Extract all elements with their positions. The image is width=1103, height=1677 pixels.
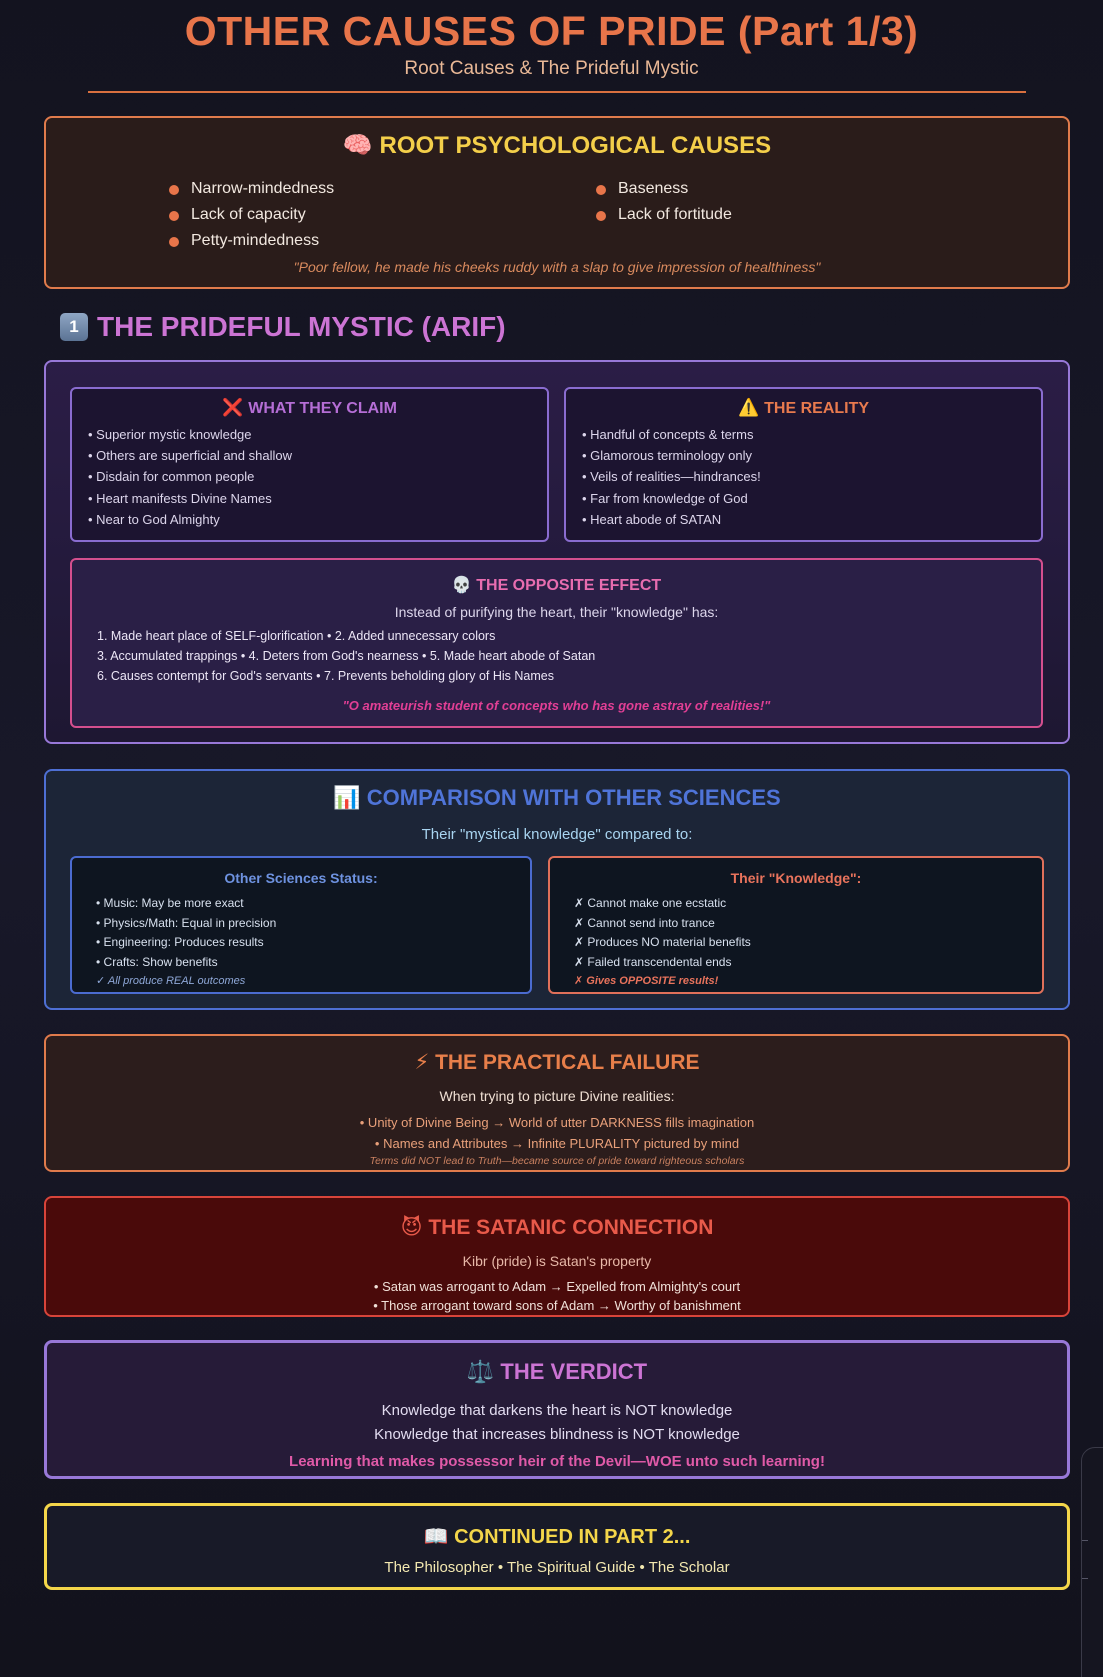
root-causes-title: 🧠 ROOT PSYCHOLOGICAL CAUSES (46, 131, 1068, 160)
list-item: • Disdain for common people (88, 469, 255, 485)
verdict-title: ⚖️ THE VERDICT (466, 1359, 648, 1384)
cross-mark-icon: ❌ (222, 398, 244, 417)
satanic-connection-subtitle: Kibr (pride) is Satan's property (462, 1253, 652, 1269)
scroll-tick (1082, 1540, 1088, 1541)
verdict-panel: ⚖️ THE VERDICT Knowledge that darkens th… (44, 1340, 1070, 1479)
list-item: 1. Made heart place of SELF-glorificatio… (97, 629, 496, 643)
root-causes-quote: "Poor fellow, he made his cheeks ruddy w… (293, 259, 821, 275)
what-they-claim-title: ❌ WHAT THEY CLAIM (222, 398, 397, 417)
list-item: • Heart abode of SATAN (582, 511, 722, 527)
number-one-icon: 1 (60, 313, 88, 341)
scrollbar[interactable] (1081, 1447, 1103, 1677)
their-knowledge-title: Their "Knowledge": (730, 870, 862, 886)
comparison-panel: 📊 COMPARISON WITH OTHER SCIENCES Their "… (44, 769, 1070, 1010)
brain-icon: 🧠 (342, 132, 373, 159)
practical-failure-title: ⚡ THE PRACTICAL FAILURE (414, 1051, 700, 1074)
satanic-connection-panel: 😈 THE SATANIC CONNECTION Kibr (pride) is… (44, 1196, 1070, 1317)
list-item: Narrow-mindedness (169, 180, 334, 206)
page-subtitle: Root Causes & The Prideful Mystic (404, 58, 699, 79)
other-sciences-list: • Music: May be more exact • Physics/Mat… (96, 896, 276, 994)
continued-title: 📖 CONTINUED IN PART 2... (423, 1526, 691, 1548)
comparison-subtitle: Their "mystical knowledge" compared to: (421, 826, 693, 843)
claim-list: • Superior mystic knowledge • Others are… (88, 427, 292, 533)
bullet-dot-icon (596, 211, 606, 221)
list-item: 3. Accumulated trappings • 4. Deters fro… (97, 649, 596, 663)
verdict-line: Knowledge that darkens the heart is NOT … (381, 1402, 733, 1419)
list-item: • Superior mystic knowledge (88, 427, 252, 442)
list-item: ✗ Cannot make one ecstatic (574, 896, 727, 910)
list-item: • Music: May be more exact (96, 896, 244, 910)
prideful-mystic-heading: 1 THE PRIDEFUL MYSTIC (ARIF) (60, 309, 506, 345)
scroll-tick (1082, 1578, 1088, 1579)
verdict-conclusion: Learning that makes possessor heir of th… (289, 1453, 825, 1470)
list-item: • Far from knowledge of God (582, 490, 748, 506)
reality-list: • Handful of concepts & terms • Glamorou… (582, 427, 761, 533)
list-item: • Engineering: Produces results (96, 935, 264, 950)
continued-panel: 📖 CONTINUED IN PART 2... The Philosopher… (44, 1503, 1070, 1590)
page-title: OTHER CAUSES OF PRIDE (Part 1/3) (184, 8, 919, 54)
list-item: • Near to God Almighty (88, 511, 220, 527)
list-item: • Handful of concepts & terms (582, 427, 754, 442)
prideful-mystic-panel: ❌ WHAT THEY CLAIM • Superior mystic knowl… (44, 360, 1070, 744)
their-knowledge-list: ✗ Cannot make one ecstatic ✗ Cannot send… (574, 896, 751, 994)
practical-failure-subtitle: When trying to picture Divine realities: (439, 1088, 675, 1104)
what-they-claim-card: ❌ WHAT THEY CLAIM • Superior mystic knowl… (70, 387, 549, 542)
their-knowledge-card: Their "Knowledge": ✗ Cannot make one ecs… (548, 856, 1044, 994)
bullet-dot-icon (169, 211, 179, 221)
open-book-icon: 📖 (423, 1526, 449, 1548)
root-causes-title-text: ROOT PSYCHOLOGICAL CAUSES (379, 132, 772, 159)
list-item: • Satan was arrogant to Adam → Expelled … (373, 1279, 741, 1294)
list-item: ✗ Cannot send into trance (574, 915, 715, 930)
continued-subtitle: The Philosopher • The Spiritual Guide • … (384, 1559, 730, 1576)
bullet-dot-icon (169, 237, 179, 247)
list-item: Petty-mindedness (169, 232, 334, 258)
root-causes-panel: 🧠 ROOT PSYCHOLOGICAL CAUSES Narrow-minde… (44, 116, 1070, 289)
opposite-effect-quote: "O amateurish student of concepts who ha… (342, 698, 771, 713)
list-item: Lack of fortitude (596, 206, 732, 232)
lightning-icon: ⚡ (414, 1051, 430, 1074)
list-item: • Those arrogant toward sons of Adam → W… (373, 1298, 741, 1313)
root-causes-column-1: Narrow-mindedness Lack of capacity Petty… (169, 180, 334, 258)
practical-failure-footer: Terms did NOT lead to Truth—became sourc… (369, 1155, 745, 1167)
comparison-title: 📊 COMPARISON WITH OTHER SCIENCES (333, 785, 781, 810)
other-sciences-footer: ✓ All produce REAL outcomes (96, 975, 246, 988)
header-divider (88, 91, 1026, 93)
list-item: 6. Causes contempt for God's servants • … (97, 669, 554, 683)
skull-icon: 💀 (451, 577, 472, 594)
devil-face-icon: 😈 (400, 1216, 423, 1239)
list-item: ✗ Failed transcendental ends (574, 954, 732, 969)
list-item: • Unity of Divine Being → World of utter… (359, 1115, 755, 1130)
list-item: • Physics/Math: Equal in precision (96, 915, 277, 930)
opposite-effect-list: 1. Made heart place of SELF-glorificatio… (97, 629, 595, 689)
other-sciences-card: Other Sciences Status: • Music: May be m… (70, 856, 532, 994)
list-item: • Names and Attributes → Infinite PLURAL… (374, 1136, 740, 1151)
other-sciences-title: Other Sciences Status: (224, 870, 378, 886)
scales-icon: ⚖️ (466, 1359, 495, 1384)
bullet-dot-icon (596, 185, 606, 195)
practical-failure-panel: ⚡ THE PRACTICAL FAILURE When trying to p… (44, 1034, 1070, 1172)
list-item: • Heart manifests Divine Names (88, 490, 272, 506)
list-item: ✗ Produces NO material benefits (574, 935, 751, 950)
list-item: • Glamorous terminology only (582, 448, 753, 464)
root-causes-column-2: Baseness Lack of fortitude (596, 180, 732, 232)
warning-icon: ⚠️ (737, 398, 760, 417)
satanic-connection-title: 😈 THE SATANIC CONNECTION (400, 1216, 714, 1239)
opposite-effect-title: 💀 THE OPPOSITE EFFECT (451, 577, 662, 594)
bullet-dot-icon (169, 185, 179, 195)
the-reality-card: ⚠️ THE REALITY • Handful of concepts & te… (564, 387, 1043, 542)
list-item: Lack of capacity (169, 206, 334, 232)
prideful-mystic-heading-text: THE PRIDEFUL MYSTIC (ARIF) (97, 311, 506, 342)
the-reality-title: ⚠️ THE REALITY (737, 398, 870, 417)
bar-chart-icon: 📊 (333, 785, 361, 810)
list-item: Baseness (596, 180, 732, 206)
list-item: • Others are superficial and shallow (88, 448, 292, 464)
opposite-effect-card: 💀 THE OPPOSITE EFFECT Instead of purifyi… (70, 558, 1043, 728)
list-item: • Veils of realities—hindrances! (582, 469, 761, 485)
list-item: • Crafts: Show benefits (96, 954, 218, 969)
verdict-line: Knowledge that increases blindness is NO… (374, 1426, 740, 1443)
their-knowledge-footer: ✗ Gives OPPOSITE results! (574, 975, 719, 988)
opposite-effect-intro: Instead of purifying the heart, their "k… (394, 604, 719, 620)
